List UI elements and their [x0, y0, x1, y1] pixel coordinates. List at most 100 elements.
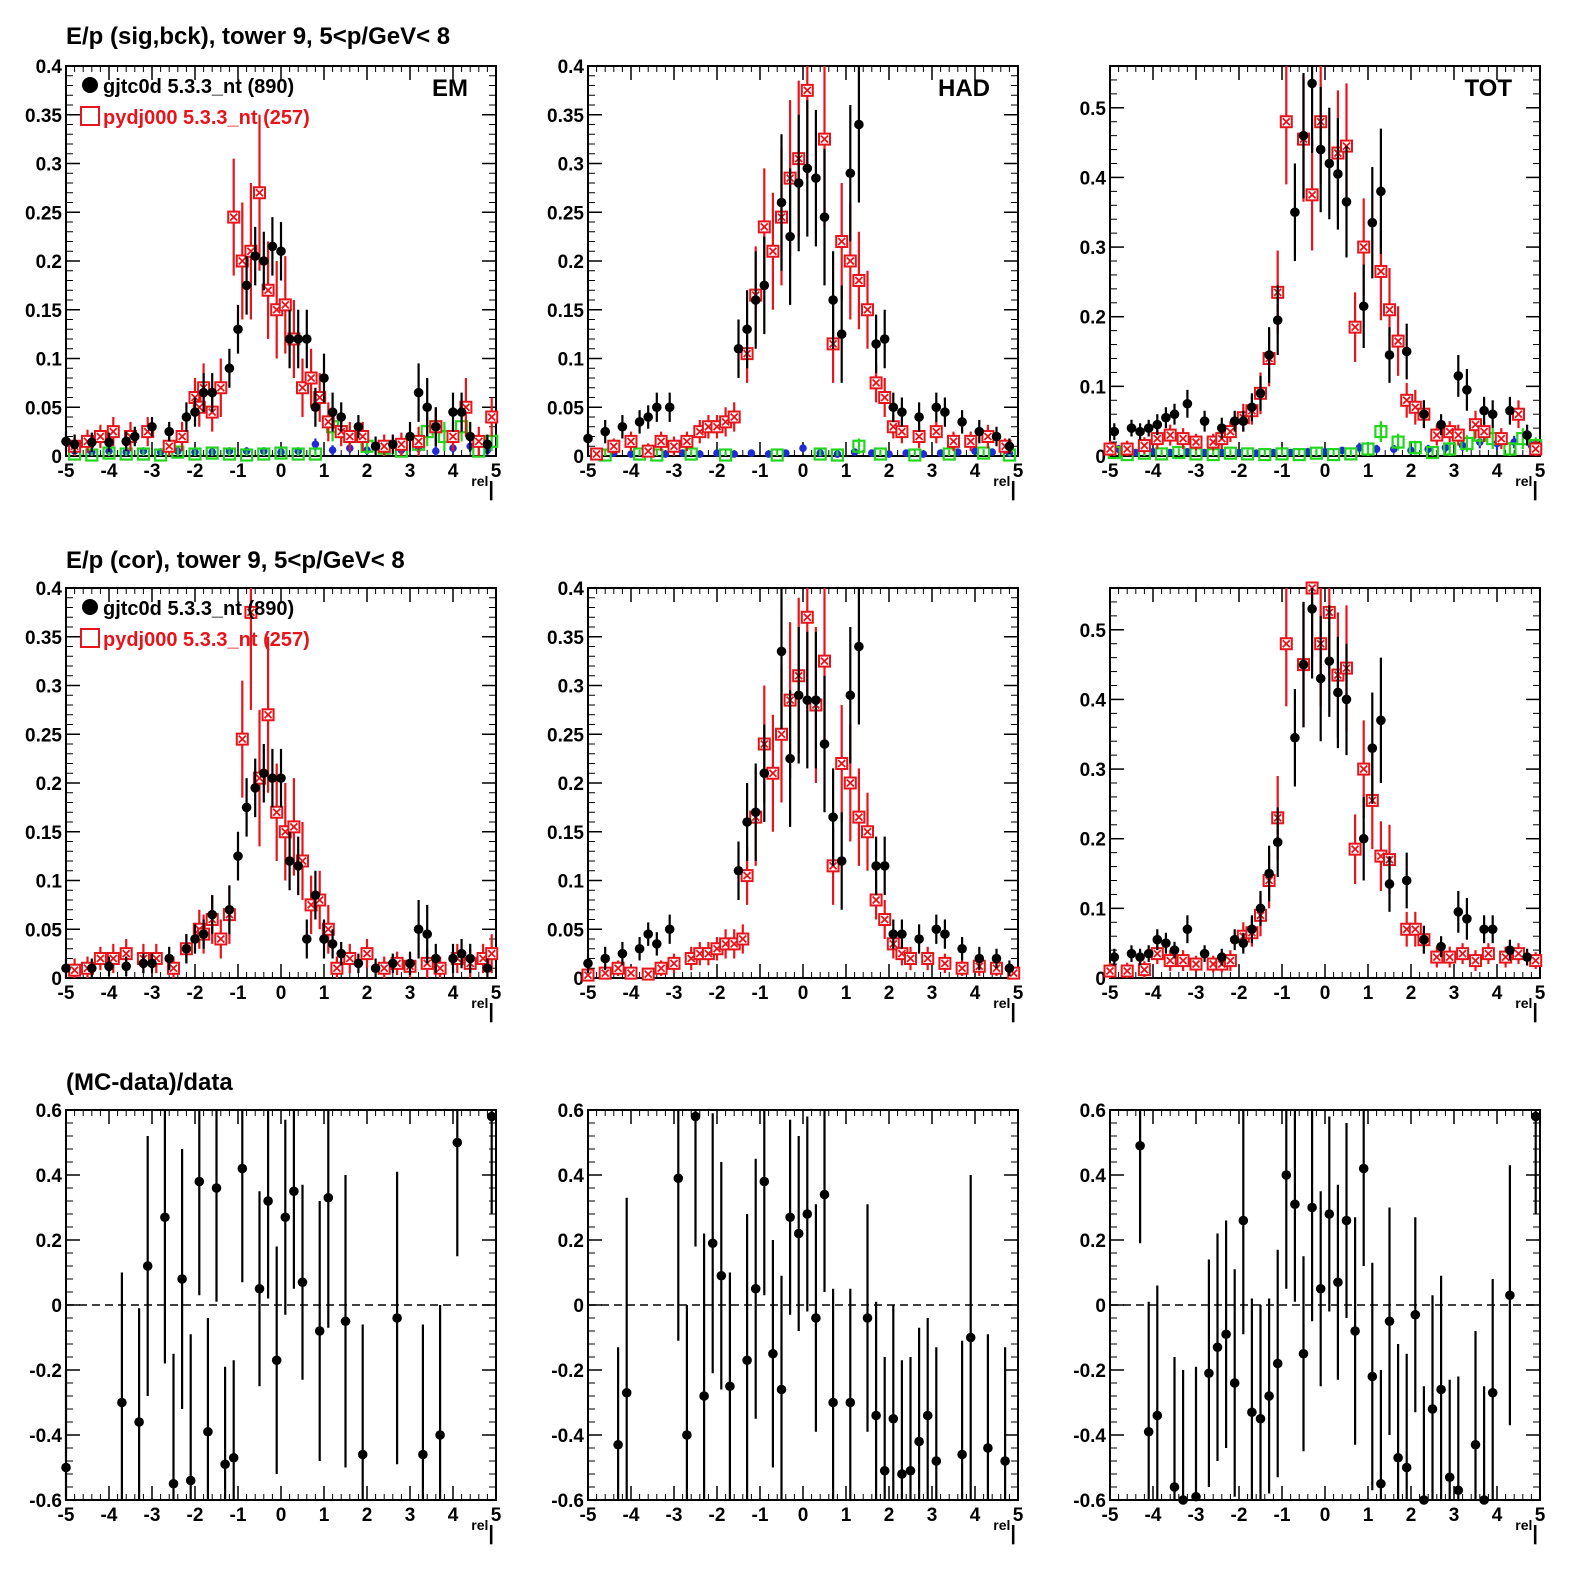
mc-point	[343, 430, 357, 443]
mc-point	[296, 381, 309, 395]
data-point	[117, 1397, 127, 1408]
series-dot	[1135, 1110, 1541, 1505]
data-point	[224, 363, 235, 374]
data-point	[991, 431, 1002, 442]
x-tick-label: 0	[1320, 461, 1331, 482]
data-point	[1199, 948, 1210, 959]
x-tick-label: -5	[1102, 983, 1119, 1004]
background-point	[1321, 448, 1329, 456]
data-point	[1341, 197, 1352, 207]
panel-tag-tot: TOT	[1464, 75, 1512, 102]
mc-point	[1430, 428, 1444, 442]
x-tick-label: -4	[101, 461, 118, 482]
x-tick-label: 3	[405, 461, 416, 482]
y-tick-label: 0.15	[547, 823, 584, 844]
data-point	[203, 1426, 213, 1437]
data-point	[456, 407, 467, 417]
data-point	[1264, 350, 1274, 360]
data-point	[1333, 687, 1343, 698]
data-point	[1229, 934, 1240, 945]
x-tick-label: 0	[798, 461, 809, 482]
mc-point	[106, 425, 120, 439]
mc-point	[1430, 950, 1444, 964]
data-point	[233, 851, 243, 861]
data-point	[1169, 1482, 1180, 1492]
data-point	[690, 1111, 701, 1122]
data-point	[87, 963, 97, 974]
series-dot	[1109, 588, 1532, 966]
panel-r2-c2: -5 -4 -3 -2 -1 0 1 2 3 4 5 -0.6 -0.4 -0.2 0 0.2 0.4 0.6 re…	[1073, 1101, 1545, 1545]
x-tick-label: 3	[1449, 1505, 1460, 1526]
series-dot	[583, 66, 1015, 455]
data-point	[1307, 604, 1317, 614]
data-point	[914, 412, 924, 422]
data-point	[323, 1192, 334, 1203]
data-point	[302, 934, 312, 944]
x-tick-label: -2	[1231, 983, 1248, 1004]
data-point	[922, 1410, 933, 1421]
data-point	[284, 334, 295, 344]
data-point	[1341, 1215, 1352, 1226]
y-tick-label: -0.6	[551, 1491, 584, 1512]
x-tick-label: -3	[144, 1505, 161, 1526]
data-point	[293, 334, 304, 344]
y-tick-label: 0.4	[36, 57, 63, 78]
mc-point	[1477, 425, 1491, 439]
data-point	[1255, 1413, 1266, 1424]
data-point	[652, 402, 662, 413]
series-dot	[61, 744, 493, 978]
mc-point	[904, 952, 917, 965]
y-tick-label: 0.05	[25, 398, 62, 419]
y-tick-label: 0	[1095, 1296, 1106, 1317]
background-point	[868, 449, 876, 457]
mc-point	[313, 391, 327, 404]
data-point	[1290, 732, 1300, 743]
mc-background-point	[257, 447, 271, 461]
data-point	[418, 1449, 428, 1460]
background-point	[764, 450, 773, 458]
legend-label-data: gjtc0d 5.3.3_nt (890)	[103, 598, 294, 620]
x-tick-label: -5	[580, 983, 597, 1004]
mc-point	[214, 381, 228, 395]
x-tick-label: 5	[1013, 461, 1024, 482]
data-point	[1255, 388, 1266, 399]
legend-label-mc: pydj000 5.3.3_nt (257)	[103, 107, 310, 129]
mc-point	[835, 757, 849, 770]
data-point	[776, 1384, 787, 1395]
x-tick-label: 5	[1013, 983, 1024, 1004]
data-point	[1217, 423, 1227, 433]
x-axis-label: rel|	[471, 995, 494, 1023]
mc-point	[446, 430, 460, 443]
data-point	[802, 163, 813, 174]
data-point	[207, 909, 217, 920]
y-tick-label: 0.5	[1080, 621, 1107, 642]
legend-marker-mc	[80, 628, 100, 648]
legend-marker-data	[82, 77, 98, 93]
y-tick-label: 0.3	[558, 677, 584, 698]
data-point	[1453, 1485, 1464, 1496]
data-point	[147, 421, 157, 432]
data-point	[957, 1449, 967, 1460]
data-point	[819, 1189, 830, 1200]
mc-point	[852, 810, 866, 824]
x-tick-label: -1	[230, 983, 247, 1004]
data-point	[1247, 402, 1257, 413]
x-tick-label: -3	[1188, 461, 1205, 482]
y-tick-label: -0.4	[1073, 1426, 1106, 1447]
mc-point	[472, 434, 486, 448]
data-point	[431, 953, 441, 964]
data-point	[750, 807, 761, 818]
data-point	[600, 426, 610, 437]
background-point	[1390, 445, 1398, 453]
data-point	[1143, 423, 1154, 433]
panel-r0-c1: -5 -4 -3 -2 -1 0 1 2 3 4 5 0 0.05 0.1 0.15 0.2 0.25 0.3 0.…	[547, 57, 1024, 501]
background-point	[1304, 448, 1312, 456]
mc-point	[1494, 432, 1508, 446]
mc-background-point	[1309, 446, 1324, 460]
data-point	[634, 943, 645, 954]
data-point	[776, 197, 787, 208]
mc-background-point	[1443, 442, 1457, 456]
legend-label-mc: pydj000 5.3.3_nt (257)	[103, 629, 310, 651]
data-point	[185, 1475, 196, 1486]
mc-background-point	[222, 447, 236, 461]
